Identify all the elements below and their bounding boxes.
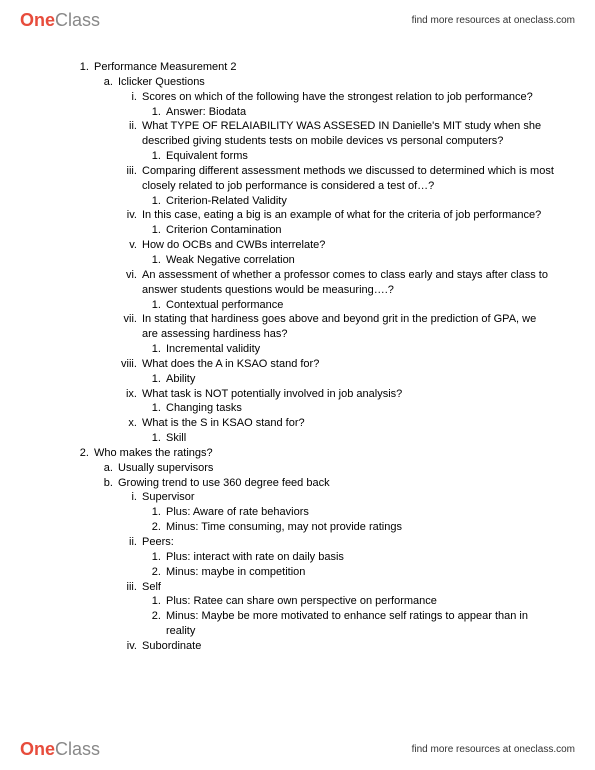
item-1a-text: Iclicker Questions (118, 76, 205, 88)
item-2b: Growing trend to use 360 degree feed bac… (116, 476, 555, 654)
q5-text: How do OCBs and CWBs interrelate? (142, 239, 325, 251)
document-body: Performance Measurement 2 Iclicker Quest… (70, 60, 555, 654)
q2-text: What TYPE OF RELAIABILITY WAS ASSESED IN… (142, 120, 541, 147)
supervisor-minus: Minus: Time consuming, may not provide r… (164, 520, 555, 535)
q10-text: What is the S in KSAO stand for? (142, 417, 305, 429)
q9: What task is NOT potentially involved in… (140, 387, 555, 417)
q3: Comparing different assessment methods w… (140, 164, 555, 209)
q8-ans: Ability (164, 372, 555, 387)
q4: In this case, eating a big is an example… (140, 208, 555, 238)
q5: How do OCBs and CWBs interrelate? Weak N… (140, 238, 555, 268)
q1-text: Scores on which of the following have th… (142, 91, 533, 103)
peers-minus: Minus: maybe in competition (164, 565, 555, 580)
q4-text: In this case, eating a big is an example… (142, 209, 541, 221)
q5-ans: Weak Negative correlation (164, 253, 555, 268)
brand-part1: One (20, 10, 55, 30)
footer-tagline: find more resources at oneclass.com (412, 744, 575, 755)
q2: What TYPE OF RELAIABILITY WAS ASSESED IN… (140, 119, 555, 164)
brand-part2: Class (55, 10, 100, 30)
peers-plus: Plus: interact with rate on daily basis (164, 550, 555, 565)
q4-ans: Criterion Contamination (164, 223, 555, 238)
q6-text: An assessment of whether a professor com… (142, 269, 548, 296)
q6: An assessment of whether a professor com… (140, 268, 555, 313)
self-minus: Minus: Maybe be more motivated to enhanc… (164, 609, 555, 639)
self-plus: Plus: Ratee can share own perspective on… (164, 594, 555, 609)
q6-ans: Contextual performance (164, 298, 555, 313)
item-2-text: Who makes the ratings? (94, 447, 213, 459)
q3-text: Comparing different assessment methods w… (142, 165, 554, 192)
q10: What is the S in KSAO stand for? Skill (140, 416, 555, 446)
item-1: Performance Measurement 2 Iclicker Quest… (92, 60, 555, 446)
q7: In stating that hardiness goes above and… (140, 312, 555, 357)
item-1-text: Performance Measurement 2 (94, 61, 236, 73)
q8: What does the A in KSAO stand for? Abili… (140, 357, 555, 387)
r-self-text: Self (142, 581, 161, 593)
q7-text: In stating that hardiness goes above and… (142, 313, 536, 340)
r-supervisor-text: Supervisor (142, 491, 195, 503)
q3-ans: Criterion-Related Validity (164, 194, 555, 209)
brand-part1-footer: One (20, 739, 55, 759)
q8-text: What does the A in KSAO stand for? (142, 358, 319, 370)
item-2a: Usually supervisors (116, 461, 555, 476)
page-header: OneClass find more resources at oneclass… (0, 0, 595, 41)
r-supervisor: Supervisor Plus: Aware of rate behaviors… (140, 490, 555, 535)
q1-ans: Answer: Biodata (164, 105, 555, 120)
q2-ans: Equivalent forms (164, 149, 555, 164)
brand-logo: OneClass (20, 10, 100, 31)
item-2b-text: Growing trend to use 360 degree feed bac… (118, 477, 330, 489)
r-peers-text: Peers: (142, 536, 174, 548)
brand-logo-footer: OneClass (20, 739, 100, 760)
header-tagline: find more resources at oneclass.com (412, 15, 575, 26)
page-footer: OneClass find more resources at oneclass… (0, 729, 595, 770)
item-2: Who makes the ratings? Usually superviso… (92, 446, 555, 654)
r-peers: Peers: Plus: interact with rate on daily… (140, 535, 555, 580)
item-1a: Iclicker Questions Scores on which of th… (116, 75, 555, 446)
brand-part2-footer: Class (55, 739, 100, 759)
q9-ans: Changing tasks (164, 401, 555, 416)
q7-ans: Incremental validity (164, 342, 555, 357)
r-self: Self Plus: Ratee can share own perspecti… (140, 580, 555, 639)
q10-ans: Skill (164, 431, 555, 446)
r-subordinate: Subordinate (140, 639, 555, 654)
q1: Scores on which of the following have th… (140, 90, 555, 120)
q9-text: What task is NOT potentially involved in… (142, 388, 402, 400)
supervisor-plus: Plus: Aware of rate behaviors (164, 505, 555, 520)
